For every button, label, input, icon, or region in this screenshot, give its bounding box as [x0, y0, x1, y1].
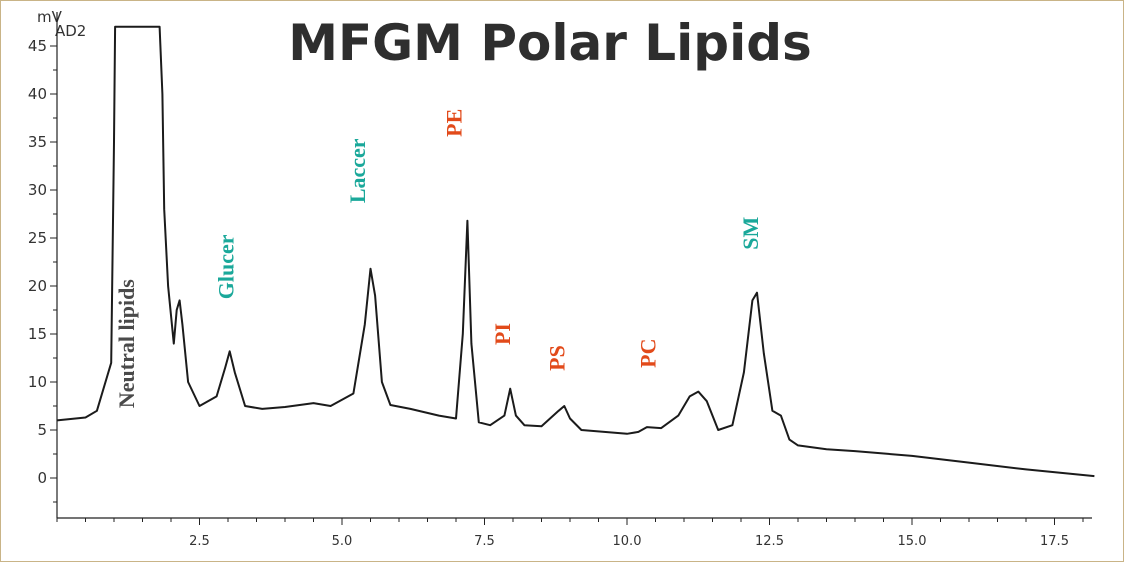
y-tick-label: 45: [28, 37, 47, 55]
chart-title: MFGM Polar Lipids: [288, 14, 812, 72]
peak-label: Laccer: [345, 138, 370, 203]
peak-label: PS: [544, 345, 569, 371]
peak-label: SM: [738, 216, 763, 249]
y-tick-label: 40: [28, 85, 47, 103]
chromatogram-trace: [56, 25, 1095, 478]
y-tick-label: 30: [28, 181, 47, 199]
detector-label: AD2: [55, 22, 87, 40]
x-tick-label: 15.0: [898, 534, 927, 549]
y-tick-label: 25: [28, 229, 47, 247]
y-tick-label: 20: [28, 277, 47, 295]
y-tick-label: 10: [28, 373, 47, 391]
y-tick-label: 0: [37, 469, 47, 487]
peak-label: PI: [490, 323, 515, 345]
y-tick-label: 35: [28, 133, 47, 151]
y-tick-label: 15: [28, 325, 47, 343]
x-tick-label: 7.5: [474, 534, 495, 549]
y-unit-label: mV: [37, 8, 62, 26]
x-tick-label: 2.5: [189, 534, 210, 549]
peak-label: Neutral lipids: [114, 279, 139, 408]
x-tick-label: 17.5: [1040, 534, 1069, 549]
y-tick-label: 5: [37, 421, 47, 439]
peak-label: PE: [442, 109, 467, 137]
x-tick-label: 10.0: [613, 534, 642, 549]
peak-label: Glucer: [214, 234, 239, 299]
x-tick-label: 12.5: [755, 534, 784, 549]
x-tick-label: 5.0: [332, 534, 353, 549]
peak-label: PC: [636, 339, 661, 368]
